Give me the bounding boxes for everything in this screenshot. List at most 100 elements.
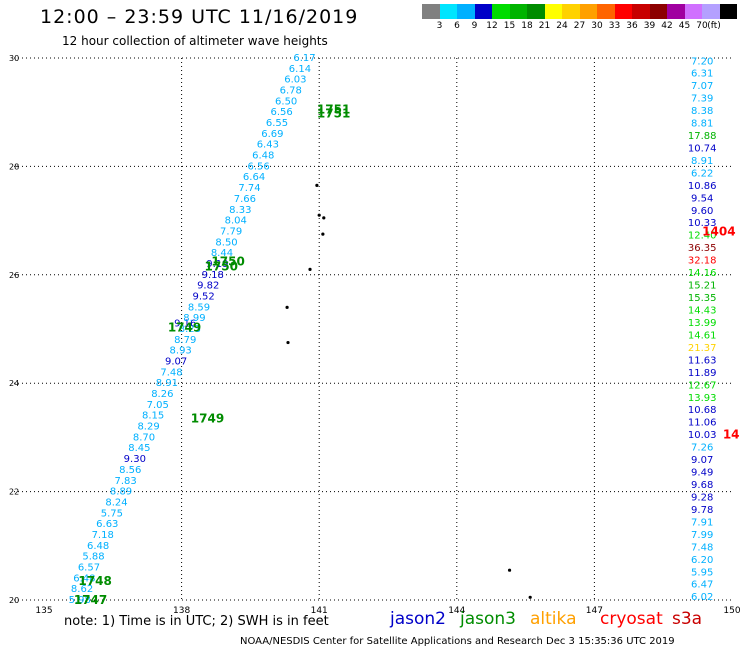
wave-height-label: 9.16: [174, 319, 196, 330]
track-number-label: 1750: [211, 254, 244, 268]
wave-height-label: 32.18: [688, 256, 717, 267]
wave-height-label: 7.39: [691, 94, 713, 105]
legend-swatch: [649, 4, 667, 19]
wave-height-label: 11.06: [688, 418, 717, 429]
track-number-label: 1747: [74, 593, 107, 607]
wave-height-label: 7.20: [691, 57, 713, 68]
wave-height-label: 7.99: [691, 530, 713, 541]
wave-height-label: 9.60: [691, 206, 713, 217]
legend-tick-label: 9: [471, 21, 478, 31]
wave-height-label: 9.54: [691, 193, 713, 204]
track-number-label: 1749: [191, 411, 224, 425]
island-mark: [321, 232, 325, 236]
legend-tick-label: 36: [626, 21, 638, 31]
wave-height-label: 7.91: [691, 517, 713, 528]
wave-height-label: 10.74: [688, 143, 717, 154]
wave-height-label: 8.70: [133, 432, 155, 443]
wave-height-label: 5.98: [69, 595, 91, 606]
chart-subtitle: 12 hour collection of altimeter wave hei…: [62, 34, 328, 48]
wave-height-label: 9.78: [691, 505, 713, 516]
legend-tick-label: 21: [538, 21, 551, 31]
legend-swatch: [667, 4, 685, 19]
island-mark: [322, 216, 326, 220]
wave-height-label: 8.23: [179, 324, 201, 335]
wave-height-label: 9.28: [691, 492, 713, 503]
wave-height-label: 8.50: [215, 237, 237, 248]
wave-height-label: 6.63: [96, 519, 118, 530]
wave-height-label: 6.57: [78, 562, 100, 573]
wave-height-label: 10.03: [688, 430, 717, 441]
wave-height-label: 8.44: [211, 248, 233, 259]
wave-height-label: 17.88: [688, 131, 717, 142]
footer-note: note: 1) Time is in UTC; 2) SWH is in fe…: [64, 614, 329, 629]
wave-height-label: 8.38: [691, 106, 713, 117]
wave-height-label: 6.56: [270, 107, 292, 118]
legend-tick-label: 39: [643, 21, 656, 31]
wave-height-label: 36.35: [688, 243, 717, 254]
wave-height-label: 12.67: [688, 380, 717, 391]
wave-height-label: 9.07: [165, 357, 187, 368]
legend-swatch: [719, 4, 737, 19]
wave-height-label: 6.64: [243, 172, 265, 183]
legend-swatch: [474, 4, 492, 19]
wave-height-label: 8.89: [110, 487, 132, 498]
track-number-label: 1750: [205, 260, 238, 274]
wave-height-label: 6.47: [691, 580, 713, 591]
x-tick-label: 141: [311, 606, 328, 616]
y-tick-label: 26: [9, 271, 19, 280]
satellite-legend-jason3: jason3: [460, 609, 516, 629]
y-tick-label: 28: [9, 162, 19, 171]
wave-height-label: 9.30: [124, 454, 146, 465]
wave-height-label: 5.95: [691, 567, 713, 578]
wave-height-label: 8.62: [71, 584, 93, 595]
wave-height-label: 6.48: [87, 541, 109, 552]
legend-tick-label: 12: [486, 21, 498, 31]
satellite-legend-altika: altika: [530, 609, 577, 629]
wave-height-label: 5.75: [101, 508, 123, 519]
wave-height-label: 8.15: [142, 411, 164, 422]
wave-height-label: 9.18: [202, 270, 224, 281]
wave-height-label: 6.69: [261, 129, 283, 140]
wave-height-label: 6.22: [691, 168, 713, 179]
wave-height-label: 7.66: [234, 194, 256, 205]
wave-height-label: 6.50: [275, 96, 297, 107]
wave-height-label: 7.48: [691, 542, 713, 553]
wave-height-label: 9.68: [691, 480, 713, 491]
satellite-legend-jason2: jason2: [390, 609, 446, 629]
wave-height-label: 7.79: [220, 226, 242, 237]
legend-swatch: [614, 4, 632, 19]
legend-tick-label: 15: [503, 21, 516, 31]
island-mark: [286, 340, 290, 345]
wave-height-label: 8.04: [225, 216, 247, 227]
x-tick-label: 138: [173, 606, 190, 616]
satellite-legend-cryosat: cryosat: [600, 609, 663, 629]
wave-height-label: 14.16: [688, 268, 717, 279]
wave-height-label: 6.55: [266, 118, 288, 129]
legend-tick-label: 45: [678, 21, 691, 31]
wave-height-label: 9.07: [691, 455, 713, 466]
legend-tick-label: 33: [608, 21, 621, 31]
wave-height-label: 10.86: [688, 181, 717, 192]
track-number-label: 1751: [317, 106, 350, 120]
color-legend: 3 6 9 12 15 18 21 24 27 30 33 36 39 42 45 70 (ft): [422, 4, 737, 33]
wave-height-label: 8.79: [174, 335, 196, 346]
wave-height-label: 13.93: [688, 393, 717, 404]
wave-height-label: 8.24: [105, 497, 127, 508]
wave-height-label: 6.48: [252, 151, 274, 162]
wave-height-label: 8.56: [119, 465, 141, 476]
track-number-label: 1749: [168, 320, 201, 334]
wave-height-label: 6.03: [284, 75, 306, 86]
wave-height-label: 21.37: [688, 343, 717, 354]
legend-swatch: [684, 4, 702, 19]
legend-unit: (ft): [707, 21, 721, 31]
island-mark: [285, 305, 289, 309]
wave-height-label: 8.26: [151, 389, 173, 400]
wave-height-label: 13.99: [688, 318, 717, 329]
y-tick-label: 22: [9, 488, 19, 497]
legend-labels: 3 6 9 12 15 18 21 24 27 30 33 36 39 42 45 70 (ft): [422, 19, 737, 33]
y-tick-label: 30: [9, 54, 19, 63]
island-mark: [308, 267, 312, 271]
wave-height-label: 14.43: [688, 305, 717, 316]
legend-swatch: [597, 4, 615, 19]
legend-tick-label: 24: [556, 21, 568, 31]
